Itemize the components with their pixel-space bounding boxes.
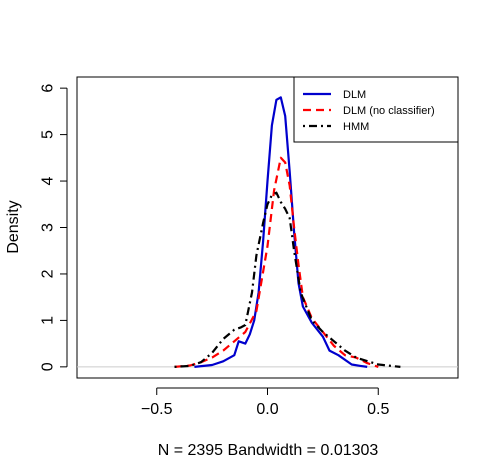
y-tick-label: 0 <box>40 362 57 371</box>
legend-label: DLM <box>343 89 366 101</box>
series-group <box>174 96 401 368</box>
x-axis-title: N = 2395 Bandwidth = 0.01303 <box>158 442 379 459</box>
y-axis: 0 1 2 3 4 5 6 <box>40 84 68 371</box>
series-line-dlm-no-classifier <box>174 156 379 368</box>
y-tick-label: 1 <box>40 316 57 325</box>
series-line-dlm <box>194 96 368 368</box>
y-tick-label: 3 <box>40 223 57 232</box>
plot-frame <box>76 76 459 379</box>
y-tick-label: 5 <box>40 130 57 139</box>
x-tick-label: −0.5 <box>141 401 173 418</box>
y-axis-title: Density <box>5 200 22 253</box>
y-tick-label: 4 <box>40 177 57 186</box>
legend: DLM DLM (no classifier) HMM <box>293 76 459 143</box>
legend-label: DLM (no classifier) <box>343 105 435 117</box>
y-tick-label: 2 <box>40 269 57 278</box>
series-line-hmm <box>174 191 401 368</box>
y-tick-label: 6 <box>40 84 57 93</box>
x-axis: −0.5 0.0 0.5 <box>141 387 389 418</box>
x-tick-label: 0.5 <box>367 401 389 418</box>
legend-label: HMM <box>343 121 369 133</box>
legend-items: DLM DLM (no classifier) HMM <box>303 89 435 133</box>
x-tick-label: 0.0 <box>256 401 278 418</box>
